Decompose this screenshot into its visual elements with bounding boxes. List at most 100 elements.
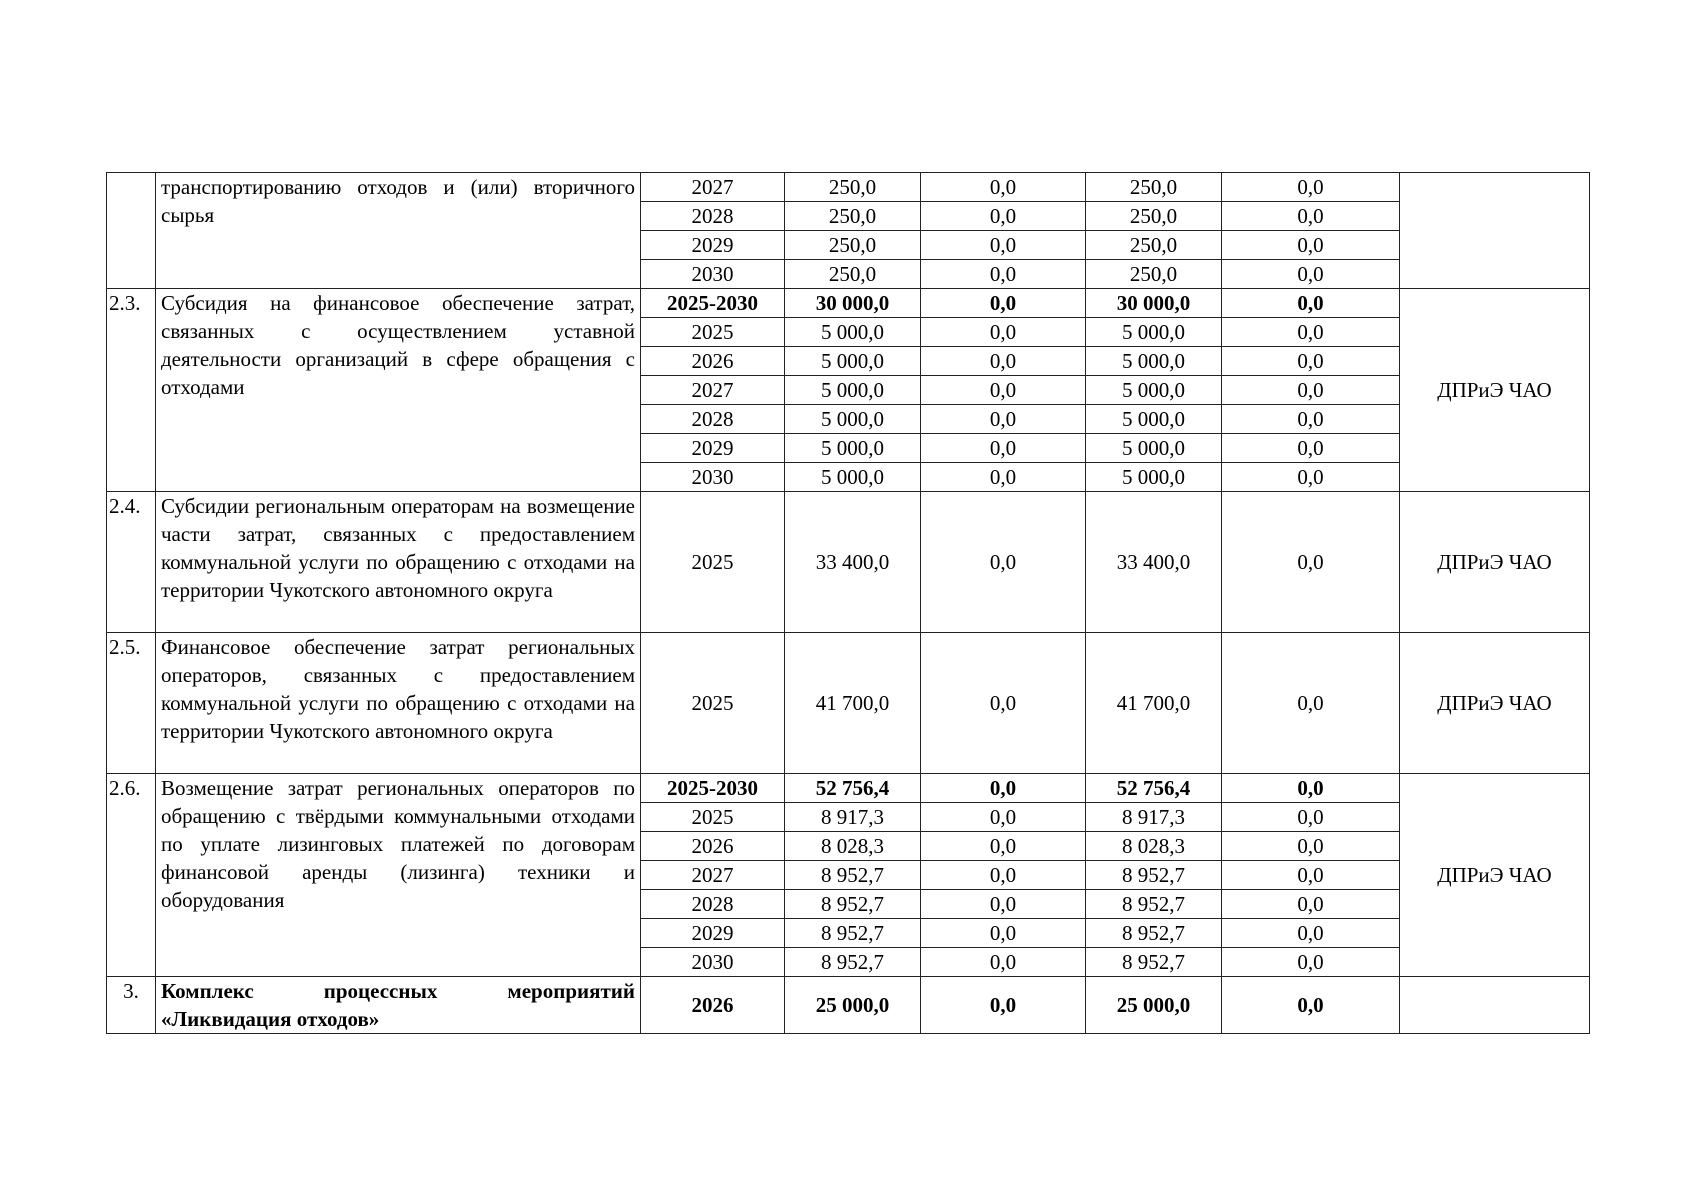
responsible-executor: ДПРиЭ ЧАО — [1399, 288, 1590, 492]
funding-cell: 0,0 — [920, 860, 1086, 890]
total-cell: 250,0 — [784, 201, 921, 231]
funding-cell: 8 952,7 — [1085, 860, 1222, 890]
funding-cell: 0,0 — [920, 831, 1086, 861]
table-row: 2025 5 000,0 0,0 5 000,0 0,0 — [107, 317, 1590, 347]
item-description: Комплекс процессных мероприятий «Ликвида… — [155, 976, 641, 1034]
funding-cell: 0,0 — [920, 462, 1086, 492]
period-cell: 2026 — [640, 346, 785, 376]
total-cell: 8 952,7 — [784, 947, 921, 977]
table-row: 2.3. Субсидия на финансовое обеспечение з… — [106, 288, 1590, 492]
item-description: Возмещение затрат региональных операторо… — [155, 773, 641, 977]
total-cell: 8 917,3 — [784, 802, 921, 832]
funding-cell: 0,0 — [1221, 947, 1400, 977]
funding-cell: 0,0 — [920, 317, 1086, 347]
period-cell: 2025 — [640, 632, 785, 774]
funding-cell: 8 917,3 — [1085, 802, 1222, 832]
funding-cell: 0,0 — [920, 259, 1086, 289]
item-description: Субсидия на финансовое обеспечение затра… — [155, 288, 641, 492]
funding-cell: 250,0 — [1085, 230, 1222, 260]
period-cell: 2027 — [640, 172, 785, 202]
table-row: 2.6. Возмещение затрат региональных опера… — [106, 773, 1590, 977]
funding-cell: 0,0 — [920, 918, 1086, 948]
table-row: 2026 5 000,0 0,0 5 000,0 0,0 — [107, 346, 1590, 376]
period-cell: 2030 — [640, 259, 785, 289]
table-row: 2028 5 000,0 0,0 5 000,0 0,0 — [107, 404, 1590, 434]
funding-cell: 0,0 — [1221, 889, 1400, 919]
funding-cell: 8 952,7 — [1085, 889, 1222, 919]
item-number — [106, 172, 156, 289]
total-cell: 5 000,0 — [784, 462, 921, 492]
funding-cell: 0,0 — [1221, 860, 1400, 890]
total-cell: 8 952,7 — [784, 860, 921, 890]
funding-cell: 250,0 — [1085, 201, 1222, 231]
total-cell: 250,0 — [784, 259, 921, 289]
funding-cell: 41 700,0 — [1085, 632, 1222, 774]
funding-cell: 0,0 — [1221, 918, 1400, 948]
funding-cell: 0,0 — [1221, 404, 1400, 434]
funding-cell: 0,0 — [1221, 172, 1400, 202]
funding-cell: 5 000,0 — [1085, 375, 1222, 405]
period-cell: 2027 — [640, 375, 785, 405]
funding-cell: 8 952,7 — [1085, 918, 1222, 948]
funding-cell: 52 756,4 — [1085, 773, 1222, 803]
item-number: 2.5. — [106, 632, 156, 774]
total-cell: 41 700,0 — [784, 632, 921, 774]
item-number: 2.3. — [106, 288, 156, 492]
item-number: 3. — [106, 976, 156, 1034]
funding-cell: 0,0 — [920, 947, 1086, 977]
period-cell: 2029 — [640, 230, 785, 260]
table-row: 2026 8 028,3 0,0 8 028,3 0,0 — [107, 831, 1590, 861]
funding-cell: 0,0 — [920, 491, 1086, 633]
total-cell: 33 400,0 — [784, 491, 921, 633]
table-row: 2.5. Финансовое обеспечение затрат регион… — [106, 632, 1590, 774]
table-row: 2029 5 000,0 0,0 5 000,0 0,0 — [107, 433, 1590, 463]
responsible-executor — [1399, 172, 1590, 289]
funding-cell: 0,0 — [920, 889, 1086, 919]
period-cell: 2027 — [640, 860, 785, 890]
period-cell: 2026 — [640, 831, 785, 861]
funding-cell: 250,0 — [1085, 172, 1222, 202]
item-description: транспортированию отходов и (или) вторич… — [155, 172, 641, 289]
total-cell: 250,0 — [784, 230, 921, 260]
total-cell: 250,0 — [784, 172, 921, 202]
item-number: 2.4. — [106, 491, 156, 633]
total-cell: 8 952,7 — [784, 918, 921, 948]
funding-cell: 0,0 — [920, 230, 1086, 260]
period-cell: 2026 — [640, 976, 785, 1034]
item-description: Субсидии региональным операторам на возм… — [155, 491, 641, 633]
funding-cell: 0,0 — [1221, 346, 1400, 376]
responsible-executor: ДПРиЭ ЧАО — [1399, 632, 1590, 774]
funding-cell: 0,0 — [1221, 201, 1400, 231]
funding-cell: 0,0 — [1221, 288, 1400, 318]
funding-cell: 0,0 — [1221, 317, 1400, 347]
funding-cell: 33 400,0 — [1085, 491, 1222, 633]
funding-cell: 0,0 — [920, 172, 1086, 202]
program-funding-table: транспортированию отходов и (или) вторич… — [106, 172, 1590, 1034]
table-row: 2030 5 000,0 0,0 5 000,0 0,0 — [107, 462, 1590, 492]
table-row: 2028 8 952,7 0,0 8 952,7 0,0 — [107, 889, 1590, 919]
funding-cell: 0,0 — [1221, 632, 1400, 774]
period-cell: 2028 — [640, 889, 785, 919]
funding-cell: 0,0 — [1221, 802, 1400, 832]
funding-cell: 0,0 — [920, 404, 1086, 434]
funding-cell: 0,0 — [1221, 375, 1400, 405]
total-cell: 30 000,0 — [784, 288, 921, 318]
table-row: 2030 250,0 0,0 250,0 0,0 — [107, 259, 1590, 289]
funding-cell: 0,0 — [920, 976, 1086, 1034]
funding-cell: 0,0 — [1221, 773, 1400, 803]
funding-cell: 0,0 — [920, 632, 1086, 774]
funding-cell: 8 028,3 — [1085, 831, 1222, 861]
table-body: транспортированию отходов и (или) вторич… — [106, 172, 1590, 1034]
period-cell: 2025 — [640, 802, 785, 832]
responsible-executor: ДПРиЭ ЧАО — [1399, 773, 1590, 977]
funding-cell: 0,0 — [1221, 462, 1400, 492]
table-row: 2.4. Субсидии региональным операторам на … — [106, 491, 1590, 633]
total-cell: 5 000,0 — [784, 317, 921, 347]
period-cell: 2025 — [640, 491, 785, 633]
total-cell: 25 000,0 — [784, 976, 921, 1034]
period-cell: 2025-2030 — [640, 288, 785, 318]
funding-cell: 0,0 — [920, 433, 1086, 463]
total-cell: 5 000,0 — [784, 346, 921, 376]
table-row: 3. Комплекс процессных мероприятий «Ликви… — [106, 976, 1590, 1034]
funding-cell: 0,0 — [920, 802, 1086, 832]
